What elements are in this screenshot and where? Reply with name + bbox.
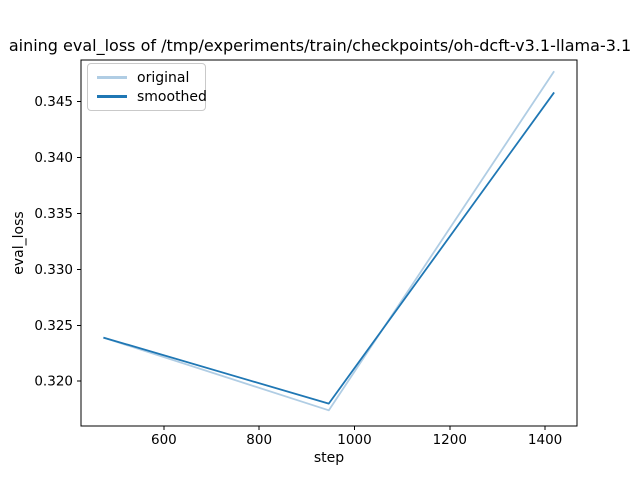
y-tick-label: 0.345 — [34, 94, 73, 110]
series-line-original — [103, 70, 555, 412]
series-line-smoothed — [103, 91, 555, 405]
y-tick-label: 0.335 — [34, 206, 73, 222]
x-tick-label: 800 — [246, 432, 272, 448]
legend-line-smoothed-icon — [97, 95, 127, 98]
y-tick-label: 0.340 — [34, 150, 73, 166]
y-tick-label: 0.330 — [34, 262, 73, 278]
legend-label-original: original — [137, 69, 190, 86]
y-axis-label: eval_loss — [11, 211, 27, 275]
y-tick-label: 0.320 — [34, 374, 73, 390]
x-tick-label: 600 — [151, 432, 177, 448]
y-tick-label: 0.325 — [34, 318, 73, 334]
legend-entry-original: original — [97, 68, 197, 87]
axes-frame — [80, 59, 578, 427]
legend-entry-smoothed: smoothed — [97, 87, 207, 106]
legend-line-original-icon — [97, 76, 127, 79]
legend-label-smoothed: smoothed — [137, 88, 207, 105]
x-tick-label: 1000 — [337, 432, 371, 448]
x-axis-label: step — [313, 450, 345, 466]
legend: original smoothed — [87, 63, 207, 111]
x-tick-label: 1200 — [433, 432, 467, 448]
chart-title: aining eval_loss of /tmp/experiments/tra… — [8, 36, 632, 55]
x-tick-label: 1400 — [528, 432, 562, 448]
